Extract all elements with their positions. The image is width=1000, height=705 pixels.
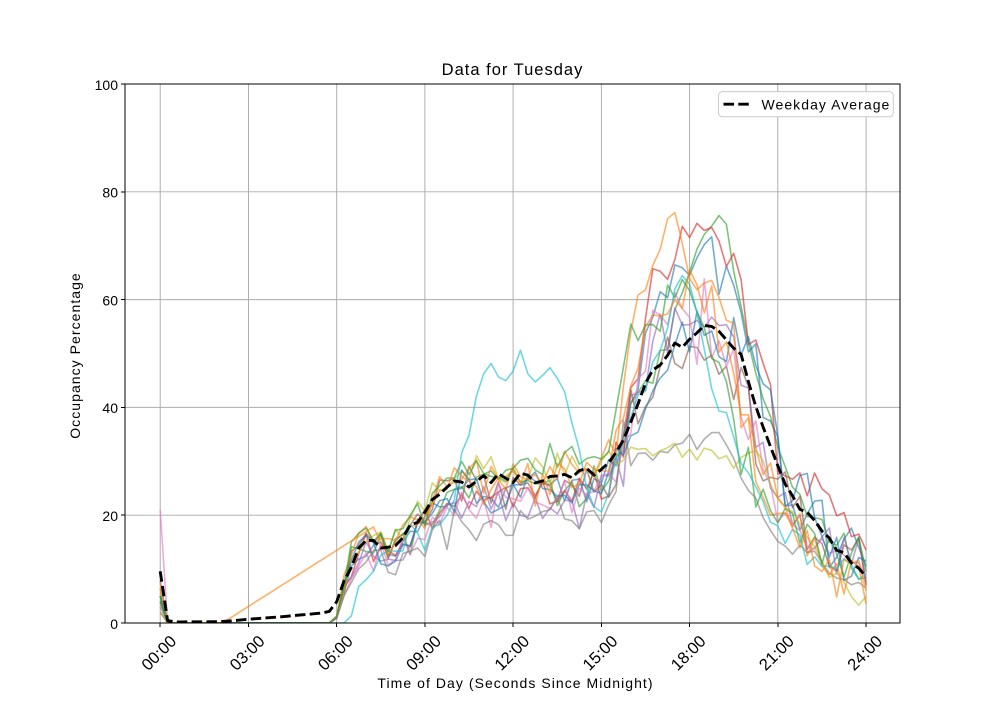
svg-text:Time of Day (Seconds Since Mid: Time of Day (Seconds Since Midnight) bbox=[377, 675, 653, 691]
svg-text:80: 80 bbox=[102, 185, 118, 201]
svg-text:40: 40 bbox=[102, 400, 118, 416]
svg-text:100: 100 bbox=[95, 77, 119, 93]
svg-text:Data for Tuesday: Data for Tuesday bbox=[442, 61, 584, 79]
svg-text:20: 20 bbox=[102, 508, 118, 524]
svg-text:Weekday Average: Weekday Average bbox=[762, 96, 891, 112]
svg-text:Occupancy Percentage: Occupancy Percentage bbox=[67, 272, 83, 439]
svg-text:60: 60 bbox=[102, 292, 118, 308]
svg-text:0: 0 bbox=[110, 616, 118, 632]
